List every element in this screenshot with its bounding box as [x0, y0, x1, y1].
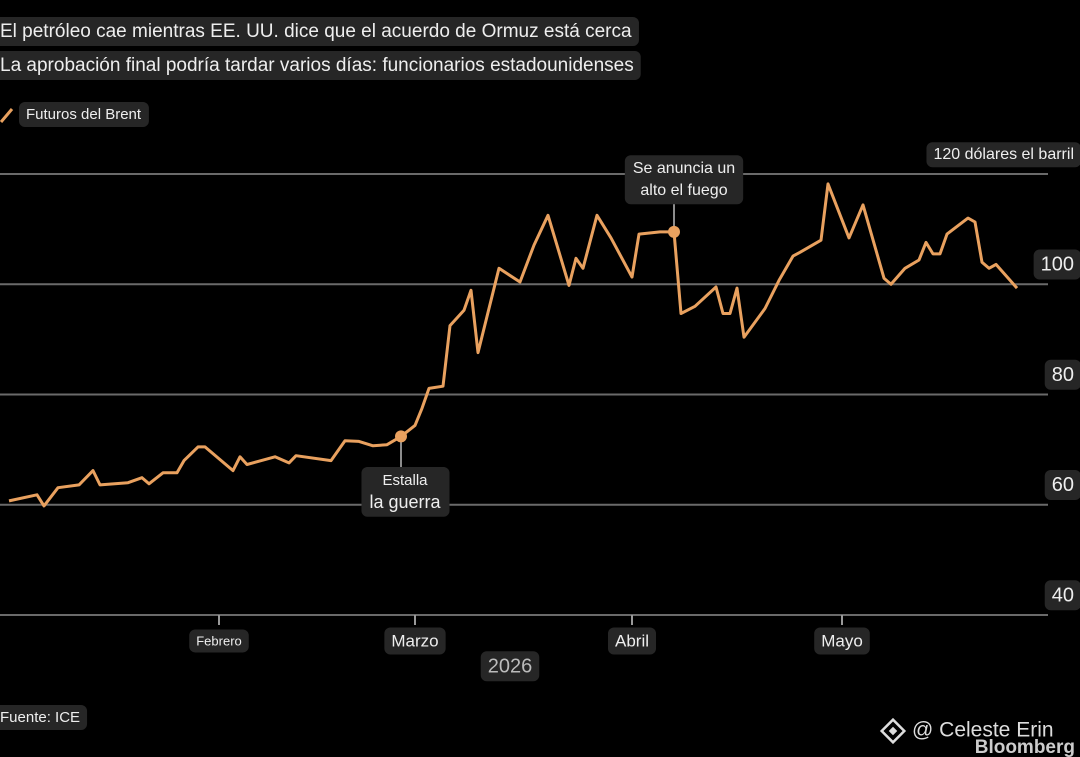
label-background — [361, 466, 450, 517]
label-background — [189, 629, 249, 653]
annotation-text: la guerra — [369, 492, 441, 512]
label-background — [0, 51, 641, 81]
source: Fuente: ICE — [0, 709, 80, 726]
label-background — [0, 17, 639, 47]
y-tick-label: 120 dólares el barril — [933, 146, 1074, 163]
chart-subtitle: La aprobación final podría tardar varios… — [0, 55, 634, 76]
watermark: @ Celeste Erin — [912, 719, 1054, 742]
y-tick-label: 100 — [1041, 254, 1074, 276]
x-tick-label: Abril — [615, 631, 649, 650]
annotation-text: alto el fuego — [640, 182, 727, 199]
annotation-point — [395, 430, 407, 443]
legend-label: Futuros del Brent — [26, 106, 142, 123]
brand: Bloomberg — [975, 737, 1075, 757]
label-background — [480, 651, 540, 682]
label-background — [1044, 470, 1080, 501]
annotation: Se anuncia un alto el fuego — [624, 155, 744, 205]
annotation-text: Estalla — [382, 472, 428, 489]
series-line — [8, 182, 1019, 508]
y-tick-label: 60 — [1052, 474, 1074, 496]
label-background — [0, 704, 88, 730]
x-tick-label: Marzo — [391, 631, 438, 650]
label-background — [384, 627, 446, 655]
label-background — [1033, 249, 1080, 280]
annotation-point — [668, 225, 680, 238]
label-background — [624, 155, 744, 205]
y-tick-label: 40 — [1052, 584, 1074, 606]
label-background — [814, 627, 870, 655]
x-axis-label: 2026 — [488, 655, 533, 677]
legend-swatch — [0, 108, 14, 123]
label-background — [1044, 359, 1080, 390]
x-tick-label: Mayo — [821, 631, 863, 650]
annotation: Estalla la guerra — [361, 466, 450, 517]
y-tick-label: 80 — [1052, 364, 1074, 386]
annotation-text: Se anuncia un — [633, 160, 735, 177]
label-background — [1044, 580, 1080, 611]
x-tick-label: Febrero — [196, 633, 242, 648]
icon-shape — [879, 717, 907, 745]
label-background — [19, 101, 149, 127]
chart-title: El petróleo cae mientras EE. UU. dice qu… — [0, 21, 632, 42]
label-background — [607, 627, 657, 655]
label-background — [926, 142, 1080, 168]
